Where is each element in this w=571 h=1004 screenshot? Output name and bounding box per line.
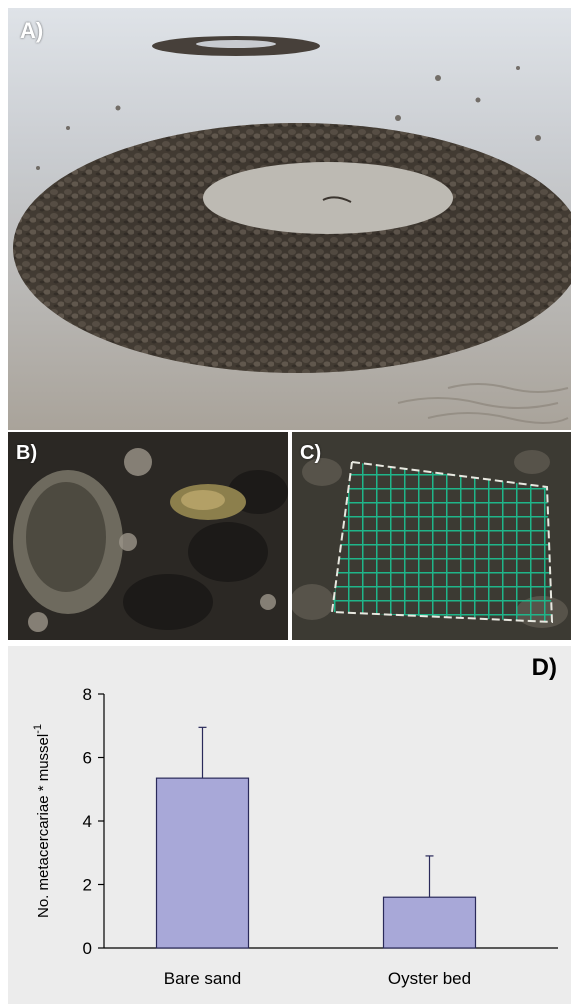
y-axis-label: No. metacercariae * mussel-1 (32, 724, 52, 918)
panel-d-label: D) (531, 654, 557, 681)
x-tick-label: Bare sand (164, 969, 242, 988)
panel-c-label: C) (300, 442, 322, 464)
bar-1 (382, 896, 477, 949)
oyster-ring-photo (8, 8, 571, 430)
panel-a-label: A) (20, 18, 44, 43)
chart-panel-d: D) 0 2 4 6 8 No. metacercariae * mussel-1 Bare… (8, 646, 571, 1004)
y-tick-label: 0 (83, 939, 92, 958)
photo-panel-a: A) (8, 8, 571, 430)
chart-bars (155, 726, 477, 949)
y-tick-label: 2 (83, 876, 92, 895)
mesh-cage-photo (292, 432, 571, 640)
y-tick-label: 6 (83, 749, 92, 768)
x-tick-label: Oyster bed (388, 969, 471, 988)
photo-panel-b: B) (8, 432, 288, 640)
y-axis-label-superscript: -1 (32, 724, 44, 734)
panel-b-label: B) (16, 442, 38, 464)
y-tick-label: 8 (83, 685, 92, 704)
y-tick-label: 4 (83, 812, 92, 831)
bar-chart: 0 2 4 6 8 No. metacercariae * mussel-1 Bare sa… (32, 685, 558, 988)
bar-0 (155, 777, 250, 949)
chart-labels: 0 2 4 6 8 No. metacercariae * mussel-1 Bare sa… (32, 685, 471, 988)
photo-panel-c: C) (292, 432, 571, 640)
oyster-closeup-photo (8, 432, 288, 640)
